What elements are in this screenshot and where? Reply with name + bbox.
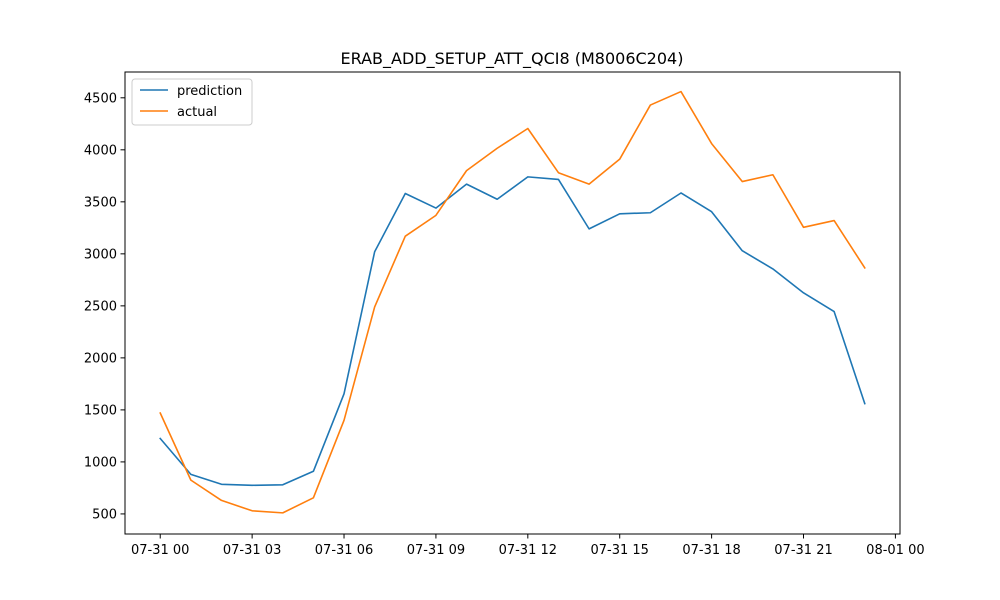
x-tick-label: 07-31 18 <box>682 543 740 558</box>
y-tick-label: 4500 <box>84 91 117 106</box>
legend-label-prediction: prediction <box>177 84 242 99</box>
x-tick-label: 07-31 06 <box>315 543 373 558</box>
series-line-actual <box>159 90 866 514</box>
x-tick-label: 08-01 00 <box>866 543 924 558</box>
x-tick-label: 07-31 12 <box>499 543 557 558</box>
x-tick-label: 07-31 03 <box>223 543 281 558</box>
y-tick-label: 2500 <box>84 299 117 314</box>
series-line-prediction <box>159 176 866 487</box>
plot-frame <box>124 71 901 535</box>
x-tick-label: 07-31 00 <box>131 543 189 558</box>
x-tick-label: 07-31 21 <box>774 543 832 558</box>
y-tick-label: 2000 <box>84 351 117 366</box>
y-axis: 500 1000 1500 2000 2500 3000 3500 4000 4500 <box>84 91 125 522</box>
legend: prediction actual <box>131 78 253 126</box>
y-tick-label: 500 <box>92 507 117 522</box>
series-layer <box>159 90 866 514</box>
y-tick-label: 1500 <box>84 403 117 418</box>
x-tick-label: 07-31 15 <box>590 543 648 558</box>
x-axis: 07-31 00 07-31 03 07-31 06 07-31 09 07-31 12… <box>131 534 925 558</box>
x-tick-label: 07-31 09 <box>407 543 465 558</box>
legend-label-actual: actual <box>177 105 217 120</box>
y-tick-label: 3000 <box>84 247 117 262</box>
y-tick-label: 3500 <box>84 195 117 210</box>
y-tick-label: 1000 <box>84 455 117 470</box>
chart-title: ERAB_ADD_SETUP_ATT_QCI8 (M8006C204) <box>341 49 684 69</box>
y-tick-label: 4000 <box>84 143 117 158</box>
